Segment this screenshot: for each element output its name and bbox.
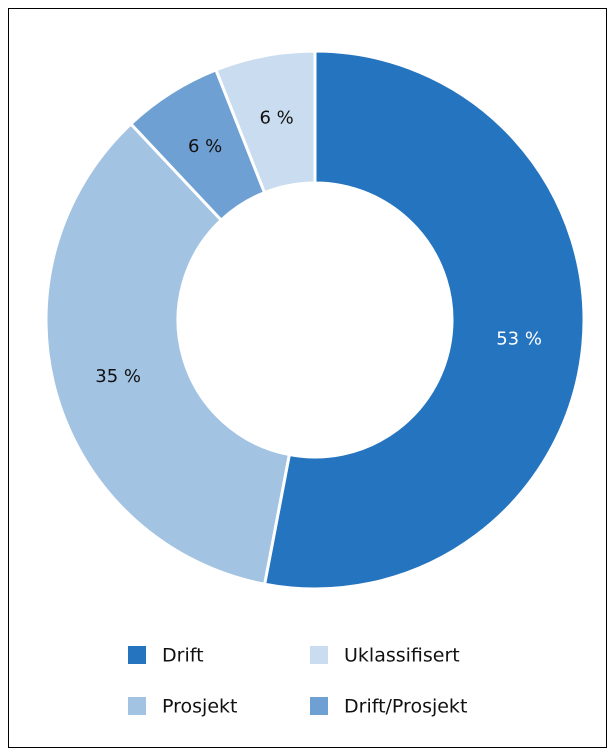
- slice-label: 6 %: [188, 136, 222, 157]
- legend-label: Uklassifisert: [344, 645, 460, 667]
- legend-label: Drift: [162, 645, 204, 667]
- legend-label: Drift/Prosjekt: [344, 696, 467, 718]
- legend-swatch: [310, 646, 328, 664]
- slice-label: 35 %: [95, 366, 141, 387]
- slice-label: 53 %: [496, 328, 542, 349]
- legend-swatch: [128, 697, 146, 715]
- donut-slice: [44, 121, 292, 586]
- slice-label: 6 %: [259, 108, 293, 129]
- legend-label: Prosjekt: [162, 696, 237, 718]
- legend-swatch: [128, 646, 146, 664]
- donut-slice: [214, 49, 317, 195]
- legend-swatch: [310, 697, 328, 715]
- donut-slice: [262, 49, 586, 591]
